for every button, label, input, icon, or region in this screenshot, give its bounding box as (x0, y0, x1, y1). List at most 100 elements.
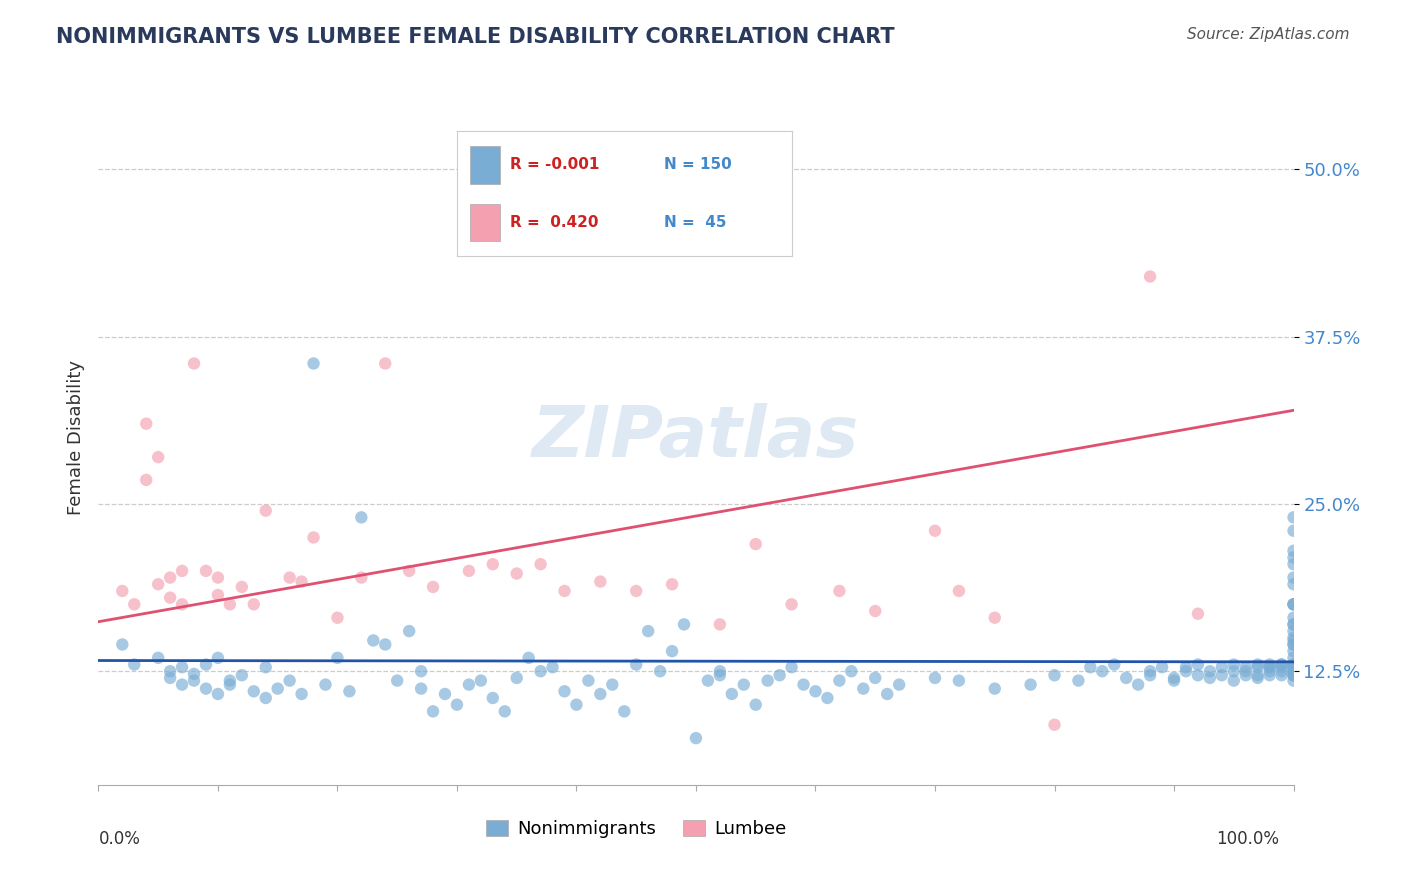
Point (1139, 664, 1161, 679)
Point (159, 571, 181, 585)
Point (1282, 617, 1305, 632)
Point (685, 731, 707, 746)
Point (1199, 671, 1222, 685)
Point (1234, 664, 1257, 679)
Point (1282, 657, 1305, 672)
Point (207, 651, 229, 665)
Point (554, 583, 576, 598)
Point (804, 684, 827, 698)
Point (350, 510, 373, 524)
Point (291, 574, 314, 589)
Point (1175, 664, 1198, 679)
Point (697, 673, 720, 688)
Point (411, 664, 433, 679)
Point (1258, 657, 1281, 672)
Point (1282, 660, 1305, 674)
Point (207, 571, 229, 585)
Point (1258, 668, 1281, 682)
Point (458, 564, 481, 578)
Point (648, 664, 672, 679)
Point (924, 671, 946, 685)
Point (1211, 660, 1233, 674)
Point (195, 681, 218, 696)
Point (1282, 633, 1305, 648)
Point (1282, 631, 1305, 645)
Point (661, 644, 683, 658)
Point (1282, 668, 1305, 682)
Point (243, 684, 266, 698)
Point (865, 604, 887, 618)
Point (326, 610, 349, 624)
Point (172, 564, 194, 578)
Point (780, 660, 803, 674)
Point (219, 673, 242, 688)
Point (589, 687, 612, 701)
Point (1080, 660, 1102, 674)
Point (1258, 660, 1281, 674)
Point (709, 617, 731, 632)
Point (302, 356, 325, 371)
Point (1282, 637, 1305, 651)
Point (637, 624, 659, 639)
Point (291, 687, 314, 701)
Point (924, 524, 946, 538)
Point (1282, 660, 1305, 674)
Point (1247, 671, 1270, 685)
Point (183, 667, 205, 681)
Point (135, 417, 157, 431)
Point (207, 588, 229, 602)
Point (876, 687, 898, 701)
Point (1282, 668, 1305, 682)
Point (1271, 664, 1294, 679)
Point (207, 687, 229, 701)
Point (1282, 651, 1305, 665)
Point (363, 633, 385, 648)
Point (1234, 668, 1257, 682)
Point (948, 583, 970, 598)
Point (339, 684, 361, 698)
Point (1282, 660, 1305, 674)
Point (1223, 657, 1246, 672)
Point (1043, 668, 1066, 682)
Point (148, 577, 170, 591)
Point (148, 651, 170, 665)
Point (530, 664, 553, 679)
Point (673, 617, 696, 632)
Point (398, 624, 420, 639)
Point (374, 637, 396, 651)
Point (135, 473, 157, 487)
Text: 0.0%: 0.0% (98, 830, 141, 847)
Point (1258, 660, 1281, 674)
Point (1282, 624, 1305, 639)
Point (1282, 550, 1305, 565)
Point (172, 678, 194, 692)
Point (602, 678, 624, 692)
Point (1282, 510, 1305, 524)
Point (1187, 657, 1209, 672)
Point (326, 651, 349, 665)
Point (541, 660, 564, 674)
Point (626, 657, 648, 672)
Point (1199, 664, 1222, 679)
Point (1282, 598, 1305, 612)
Point (172, 660, 194, 674)
Point (1282, 617, 1305, 632)
Point (1019, 678, 1042, 692)
Point (111, 637, 134, 651)
Point (374, 356, 396, 371)
Point (1282, 557, 1305, 572)
Point (1282, 524, 1305, 538)
Point (1211, 668, 1233, 682)
Point (1234, 660, 1257, 674)
Point (1163, 671, 1185, 685)
Point (984, 681, 1007, 696)
Point (254, 660, 277, 674)
Point (1282, 673, 1305, 688)
Point (506, 671, 529, 685)
Point (506, 566, 529, 581)
Point (780, 598, 803, 612)
Point (626, 583, 648, 598)
Point (183, 356, 205, 371)
Point (159, 671, 181, 685)
Text: Source: ZipAtlas.com: Source: ZipAtlas.com (1187, 27, 1350, 42)
